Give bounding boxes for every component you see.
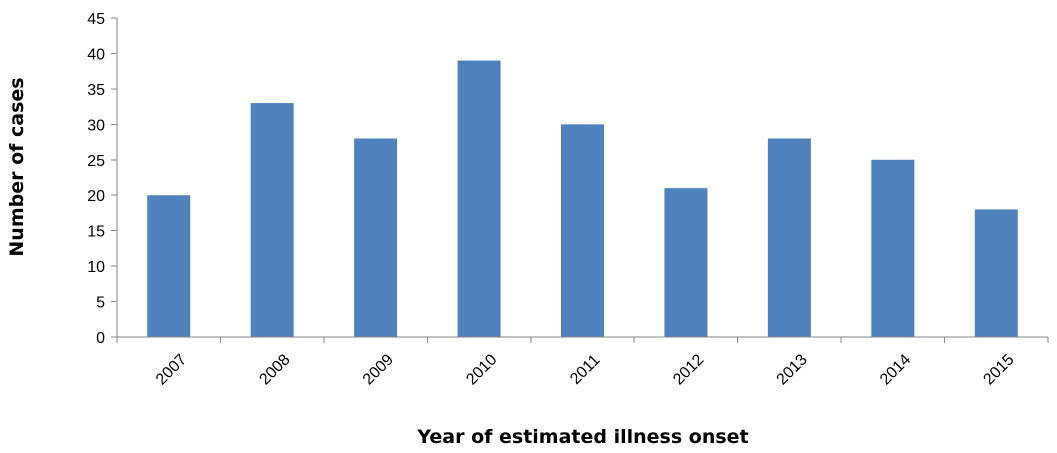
bar-2013 [767, 138, 811, 337]
y-tick-label: 30 [87, 117, 105, 134]
x-tick-label: 2014 [877, 351, 914, 388]
bar-2010 [457, 60, 501, 338]
y-axis-ticks: 0 5 10 15 20 25 30 35 40 45 [87, 11, 105, 347]
y-tick-label: 15 [87, 224, 105, 241]
bar-2007 [147, 195, 191, 337]
y-axis-title: Number of cases [6, 77, 28, 256]
bar-2012 [664, 188, 708, 337]
x-tick-label: 2010 [463, 351, 500, 388]
y-tick-label: 5 [96, 295, 105, 312]
x-tick-label: 2008 [256, 351, 293, 388]
x-tick-label: 2007 [153, 351, 190, 388]
bars [147, 60, 1018, 338]
y-tick-label: 35 [87, 82, 105, 99]
y-tick-label: 20 [87, 188, 105, 205]
x-tick-label: 2013 [774, 351, 811, 388]
bar-2014 [871, 159, 915, 337]
x-tick-label: 2009 [360, 351, 397, 388]
y-tick-label: 0 [96, 330, 105, 347]
x-axis-title: Year of estimated illness onset [416, 426, 748, 448]
y-tick-label: 10 [87, 259, 105, 276]
axes [111, 17, 1049, 343]
bar-2009 [354, 138, 398, 337]
bar-2015 [974, 209, 1018, 337]
bar-2008 [250, 103, 294, 337]
bar-2011 [561, 124, 604, 337]
x-tick-label: 2011 [567, 352, 603, 388]
x-tick-label: 2012 [670, 351, 707, 388]
x-axis-ticks: 2007 2008 2009 2010 2011 2012 2013 2014 2015 [153, 351, 1018, 388]
y-tick-label: 25 [87, 153, 105, 170]
x-tick-label: 2015 [981, 351, 1018, 388]
y-tick-label: 40 [87, 46, 105, 63]
y-tick-label: 45 [87, 11, 105, 28]
